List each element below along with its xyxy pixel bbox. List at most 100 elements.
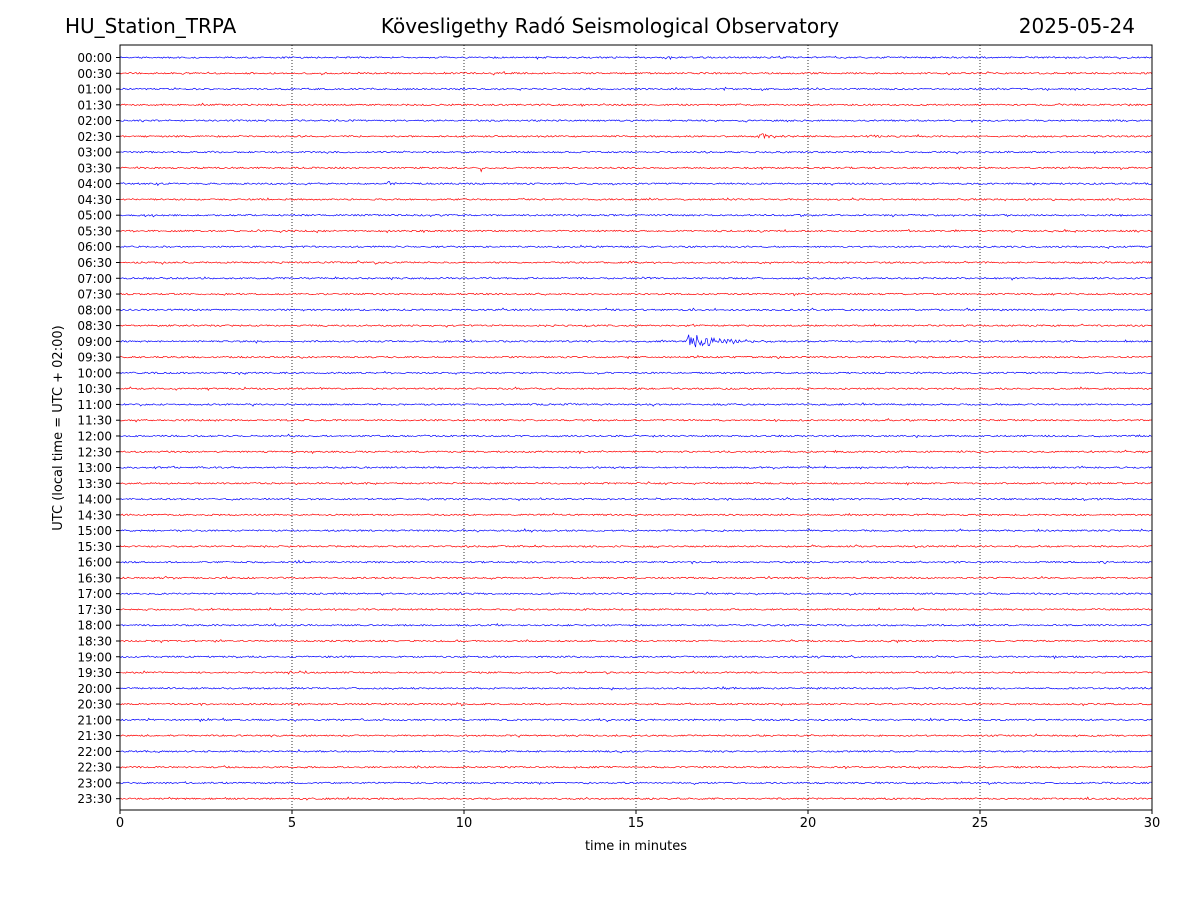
trace-0730: [119, 292, 1153, 297]
y-tick-label: 11:00: [77, 398, 112, 412]
y-tick-label: 19:00: [77, 650, 112, 664]
trace-1900: [119, 654, 1153, 660]
y-tick-label: 12:30: [77, 445, 112, 459]
y-tick-label: 15:00: [77, 524, 112, 538]
x-tick-label: 25: [972, 816, 989, 831]
trace-1430: [119, 512, 1153, 517]
trace-1830: [119, 639, 1153, 644]
trace-1000: [119, 370, 1153, 376]
trace-0200: [119, 119, 1153, 123]
x-tick-label: 0: [116, 816, 124, 831]
y-tick-label: 09:30: [77, 351, 112, 365]
y-tick-label: 01:00: [77, 83, 112, 97]
trace-0130: [119, 102, 1153, 108]
y-tick-label: 22:30: [77, 761, 112, 775]
y-tick-label: 20:00: [77, 682, 112, 696]
trace-0900: [119, 334, 1153, 348]
trace-1230: [119, 449, 1153, 455]
trace-0630: [119, 260, 1153, 265]
trace-1400: [119, 496, 1153, 502]
trace-0330: [119, 166, 1153, 173]
trace-0400: [119, 181, 1153, 187]
trace-group: [119, 55, 1153, 801]
y-tick-label: 16:00: [77, 556, 112, 570]
trace-1700: [119, 591, 1153, 596]
trace-1930: [119, 670, 1153, 675]
y-tick-label: 23:30: [77, 792, 112, 806]
trace-1500: [119, 528, 1153, 533]
y-tick-label: 00:30: [77, 67, 112, 81]
x-axis-ticks: 0 5 10 15 20 25 30: [116, 810, 1160, 831]
trace-1730: [119, 607, 1153, 612]
y-tick-label: 04:30: [77, 193, 112, 207]
chart-date: 2025-05-24: [1018, 14, 1135, 38]
trace-0300: [119, 150, 1153, 155]
trace-1300: [119, 465, 1153, 470]
y-tick-label: 14:30: [77, 508, 112, 522]
y-tick-label: 20:30: [77, 698, 112, 712]
y-axis-label: UTC (local time = UTC + 02:00): [51, 325, 66, 530]
y-tick-label: 12:00: [77, 429, 112, 443]
y-tick-label: 13:00: [77, 461, 112, 475]
y-tick-label: 00:00: [77, 51, 112, 65]
y-tick-label: 08:00: [77, 303, 112, 317]
y-tick-label: 18:00: [77, 619, 112, 633]
y-tick-label: 21:00: [77, 713, 112, 727]
trace-2330: [119, 796, 1153, 801]
trace-1330: [119, 481, 1153, 486]
trace-2030: [119, 702, 1153, 707]
x-axis-label: time in minutes: [585, 839, 687, 854]
x-tick-label: 15: [628, 816, 645, 831]
y-tick-label: 14:00: [77, 493, 112, 507]
trace-0600: [119, 244, 1153, 250]
trace-0030: [119, 71, 1153, 76]
y-tick-label: 10:00: [77, 366, 112, 380]
y-tick-label: 06:30: [77, 256, 112, 270]
trace-2130: [119, 733, 1153, 738]
y-tick-label: 23:00: [77, 776, 112, 790]
trace-2230: [119, 765, 1153, 770]
x-tick-label: 10: [456, 816, 473, 831]
y-tick-label: 17:30: [77, 603, 112, 617]
y-tick-label: 04:00: [77, 177, 112, 191]
trace-2000: [119, 686, 1153, 691]
trace-2300: [119, 780, 1153, 786]
y-tick-label: 21:30: [77, 729, 112, 743]
y-tick-label: 15:30: [77, 540, 112, 554]
y-tick-label: 13:30: [77, 477, 112, 491]
y-tick-label: 05:30: [77, 224, 112, 238]
trace-2200: [119, 748, 1153, 754]
y-tick-label: 06:00: [77, 240, 112, 254]
y-tick-label: 08:30: [77, 319, 112, 333]
trace-1800: [119, 622, 1153, 627]
trace-1630: [119, 575, 1153, 580]
y-tick-label: 22:00: [77, 745, 112, 759]
trace-0530: [119, 228, 1153, 234]
chart-title: Kövesligethy Radó Seismological Observat…: [380, 14, 840, 38]
trace-1100: [119, 402, 1153, 407]
y-tick-label: 07:30: [77, 288, 112, 302]
trace-2100: [119, 717, 1153, 723]
x-tick-label: 30: [1144, 816, 1161, 831]
y-tick-label: 10:30: [77, 382, 112, 396]
y-tick-label: 07:00: [77, 272, 112, 286]
y-tick-label: 03:30: [77, 161, 112, 175]
trace-0700: [119, 276, 1153, 281]
trace-1130: [119, 418, 1153, 423]
y-tick-label: 16:30: [77, 571, 112, 585]
trace-0230: [119, 133, 1153, 140]
x-tick-label: 5: [288, 816, 296, 831]
trace-1200: [119, 433, 1153, 439]
trace-1600: [119, 559, 1153, 565]
trace-1030: [119, 386, 1153, 391]
y-tick-label: 17:00: [77, 587, 112, 601]
trace-1530: [119, 544, 1153, 549]
grid-lines: [291, 45, 981, 810]
y-tick-label: 05:00: [77, 209, 112, 223]
trace-0000: [119, 55, 1153, 61]
x-tick-label: 20: [800, 816, 817, 831]
trace-0500: [119, 213, 1153, 218]
trace-0800: [119, 307, 1153, 312]
